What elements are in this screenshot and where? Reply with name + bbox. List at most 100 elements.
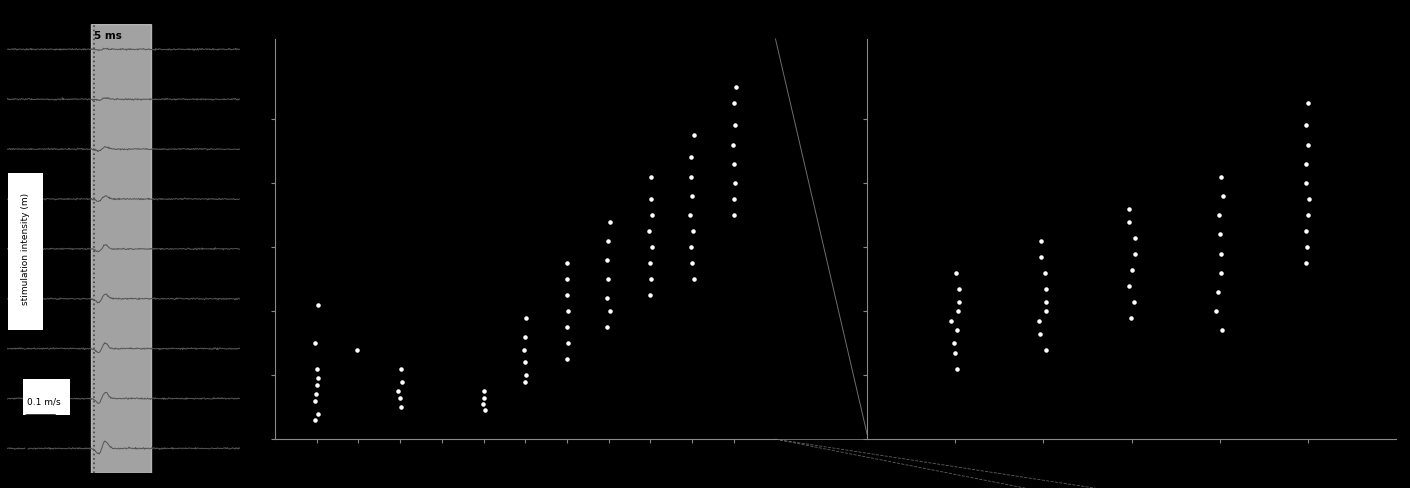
Point	[723, 195, 746, 203]
Point	[1296, 99, 1318, 107]
Point	[1124, 250, 1146, 258]
Point	[1029, 330, 1052, 338]
Point	[1029, 237, 1052, 244]
Point	[513, 378, 536, 386]
Point	[386, 387, 409, 395]
Point	[306, 410, 329, 418]
Point	[599, 307, 622, 315]
Point	[1035, 346, 1058, 353]
Point	[680, 154, 702, 162]
Point	[1028, 317, 1050, 325]
Point	[1294, 160, 1317, 168]
Point	[389, 394, 412, 402]
Point	[640, 173, 663, 181]
Point	[640, 211, 663, 219]
Point	[1297, 141, 1320, 148]
Point	[1294, 122, 1317, 129]
Point	[943, 339, 966, 347]
Point	[680, 211, 702, 219]
Point	[391, 403, 413, 411]
Point	[725, 83, 747, 91]
Point	[945, 269, 967, 277]
Point	[637, 227, 660, 235]
Point	[640, 275, 663, 283]
Point	[945, 365, 967, 373]
Text: stimulation intensity (m): stimulation intensity (m)	[21, 193, 30, 305]
Point	[471, 400, 494, 408]
Point	[1294, 259, 1317, 267]
Point	[723, 211, 746, 219]
Point	[682, 275, 705, 283]
Point	[1120, 314, 1142, 322]
Point	[345, 346, 368, 353]
Point	[1124, 234, 1146, 242]
FancyBboxPatch shape	[24, 379, 70, 415]
Point	[1031, 253, 1053, 261]
Point	[474, 394, 496, 402]
Point	[640, 243, 663, 251]
Text: 5 ms: 5 ms	[94, 31, 123, 41]
Point	[1122, 298, 1145, 305]
Point	[948, 285, 970, 293]
Point	[512, 346, 534, 353]
Point	[1035, 285, 1058, 293]
Point	[515, 371, 537, 379]
Point	[474, 407, 496, 414]
Point	[1121, 265, 1144, 273]
Point	[946, 307, 969, 315]
Point	[1208, 211, 1231, 219]
Point	[389, 365, 412, 373]
Bar	[90, 24, 151, 473]
Point	[722, 99, 744, 107]
Point	[1118, 218, 1141, 225]
Point	[1035, 307, 1058, 315]
FancyBboxPatch shape	[8, 173, 44, 330]
Point	[639, 291, 661, 299]
Point	[595, 256, 618, 264]
Point	[680, 243, 702, 251]
Point	[723, 122, 746, 129]
Point	[1211, 192, 1234, 200]
Point	[722, 141, 744, 148]
Point	[1204, 307, 1227, 315]
Point	[948, 298, 970, 305]
Point	[1034, 269, 1056, 277]
Point	[306, 365, 329, 373]
Point	[556, 291, 578, 299]
Point	[1207, 288, 1230, 296]
Point	[946, 326, 969, 334]
Point	[556, 275, 578, 283]
Point	[1210, 250, 1232, 258]
Point	[945, 349, 967, 357]
Point	[305, 390, 327, 398]
Point	[306, 374, 329, 382]
Point	[556, 259, 578, 267]
Point	[681, 192, 704, 200]
Point	[513, 359, 536, 366]
Point	[557, 307, 580, 315]
Point	[515, 333, 537, 341]
Point	[595, 323, 618, 331]
Point	[682, 131, 705, 139]
Point	[596, 294, 619, 302]
Point	[639, 259, 661, 267]
Point	[472, 387, 495, 395]
Point	[680, 259, 702, 267]
Point	[306, 381, 329, 388]
Point	[599, 218, 622, 225]
Point	[596, 237, 619, 244]
Point	[940, 317, 963, 325]
Point	[306, 301, 329, 308]
Point	[723, 160, 746, 168]
Point	[1117, 282, 1139, 289]
Point	[639, 195, 661, 203]
Text: 0.1 m/s: 0.1 m/s	[27, 397, 61, 406]
Point	[1035, 298, 1058, 305]
Point	[305, 416, 327, 424]
Point	[1297, 195, 1320, 203]
Point	[1210, 269, 1232, 277]
Point	[1294, 179, 1317, 187]
Point	[1208, 230, 1231, 238]
Point	[556, 323, 578, 331]
Point	[725, 179, 747, 187]
